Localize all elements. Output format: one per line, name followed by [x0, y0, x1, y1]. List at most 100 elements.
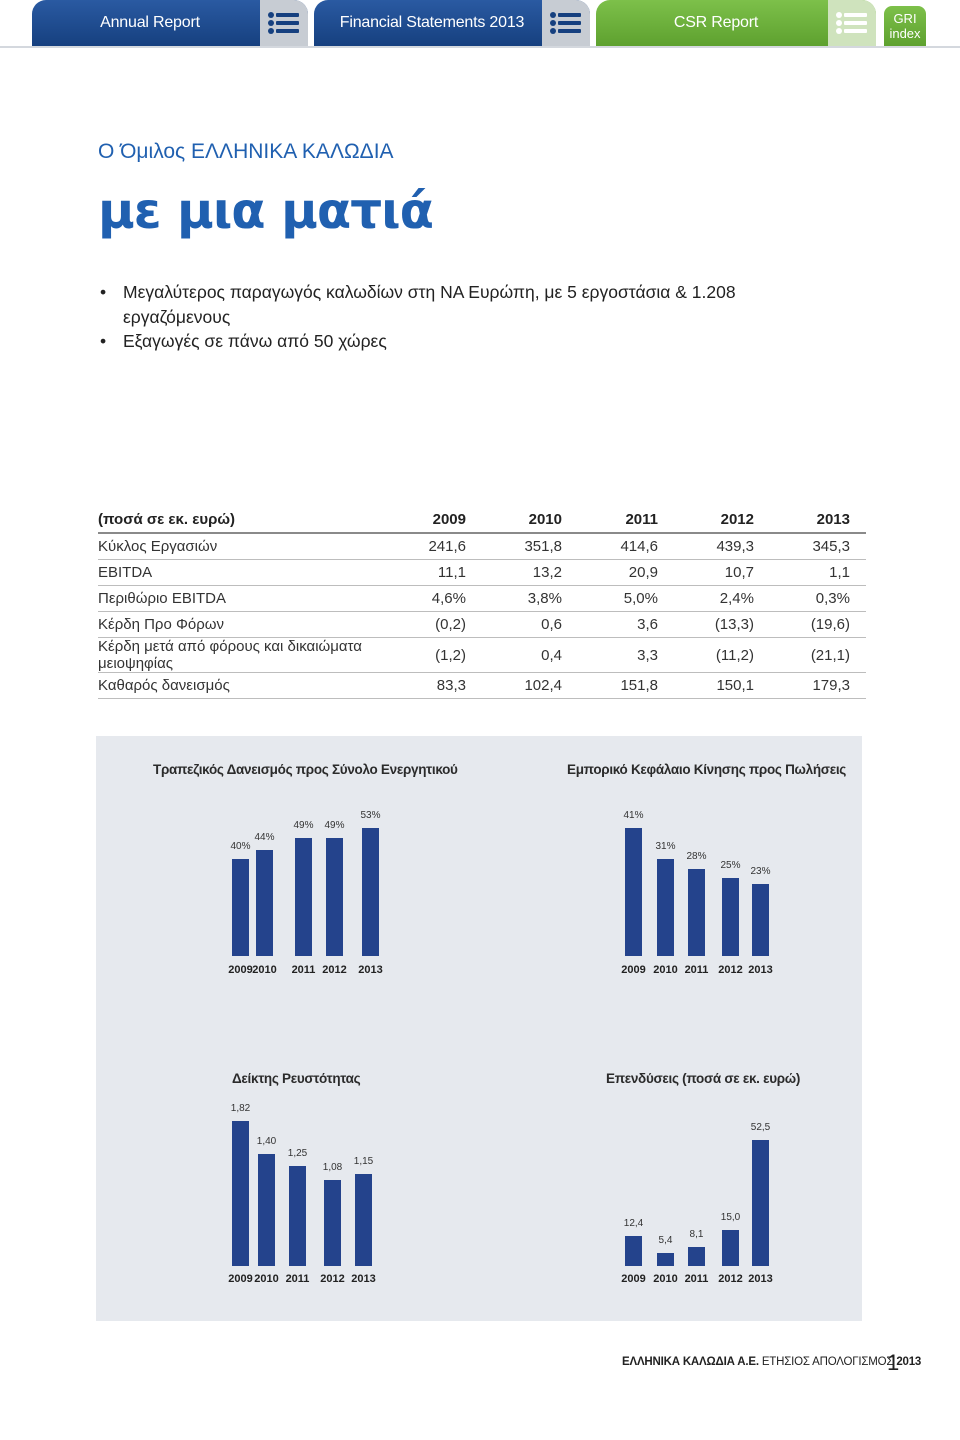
chart-title-bank-debt: Τραπεζικός Δανεισμός προς Σύνολο Ενεργητ…	[153, 762, 458, 777]
bar	[232, 859, 249, 956]
table-header-cell: 2012	[674, 507, 770, 534]
bar	[324, 1180, 341, 1266]
bar-value-label: 1,40	[256, 1136, 277, 1147]
table-cell: 2,4%	[674, 585, 770, 612]
bar-value-label: 44%	[254, 832, 275, 843]
bar-value-label: 52,5	[750, 1122, 771, 1133]
bar	[258, 1154, 275, 1266]
table-cell: 345,3	[770, 533, 866, 560]
year-tick-label: 2010	[252, 964, 277, 976]
group-subtitle: Ο Όμιλος ΕΛΛΗΝΙΚΑ ΚΑΛΩΔΙΑ	[98, 140, 394, 163]
table-row: Κέρδη μετά από φόρους και δικαιώματα μει…	[98, 637, 866, 673]
bar	[688, 869, 705, 956]
year-tick-label: 2011	[291, 964, 316, 976]
table-cell: Κέρδη Προ Φόρων	[98, 611, 386, 638]
gri-index-label: index	[889, 26, 921, 41]
bar-value-label: 53%	[360, 810, 381, 821]
bar-value-label: 1,08	[322, 1162, 343, 1173]
year-tick-label: 2009	[228, 1273, 253, 1285]
table-cell: 3,3	[578, 637, 674, 673]
table-cell: 351,8	[482, 533, 578, 560]
table-header-cell: (ποσά σε εκ. ευρώ)	[98, 507, 386, 534]
table-header-cell: 2009	[386, 507, 482, 534]
charts-panel: Τραπεζικός Δανεισμός προς Σύνολο Ενεργητ…	[96, 736, 862, 1321]
year-tick-label: 2013	[351, 1273, 376, 1285]
nav-base-line	[0, 46, 960, 48]
table-cell: 20,9	[578, 559, 674, 586]
bar	[657, 1253, 674, 1266]
table-header-cell: 2011	[578, 507, 674, 534]
year-tick-label: 2011	[285, 1273, 310, 1285]
list-menu-icon[interactable]	[542, 0, 590, 46]
table-cell: (13,3)	[674, 611, 770, 638]
year-tick-label: 2009	[621, 1273, 646, 1285]
tab-annual-report[interactable]: Annual Report	[32, 0, 308, 46]
table-cell: EBITDA	[98, 559, 386, 586]
table-row: Κέρδη Προ Φόρων (0,2) 0,6 3,6 (13,3) (19…	[98, 611, 866, 638]
year-tick-label: 2011	[684, 964, 709, 976]
table-cell: 241,6	[386, 533, 482, 560]
bar	[256, 850, 273, 956]
tab-financial-statements[interactable]: Financial Statements 2013	[314, 0, 590, 46]
bar-value-label: 40%	[230, 841, 251, 852]
table-header-cell: 2013	[770, 507, 866, 534]
table-cell: Κέρδη μετά από φόρους και δικαιώματα μει…	[98, 637, 386, 673]
bar	[625, 1236, 642, 1266]
year-tick-label: 2011	[684, 1273, 709, 1285]
table-header-cell: 2010	[482, 507, 578, 534]
table-cell: 10,7	[674, 559, 770, 586]
footer-text: ΕΛΛΗΝΙΚΑ ΚΑΛΩΔΙΑ Α.Ε. ΕΤΗΣΙΟΣ ΑΠΟΛΟΓΙΣΜΟ…	[622, 1356, 921, 1368]
tab-csr-report[interactable]: CSR Report	[596, 0, 876, 46]
tab-financial-statements-label: Financial Statements 2013	[339, 14, 525, 31]
footer-report: ΕΤΗΣΙΟΣ ΑΠΟΛΟΓΙΣΜΟΣ	[761, 1356, 894, 1368]
bar	[232, 1121, 249, 1266]
bar	[289, 1166, 306, 1266]
bar	[688, 1247, 705, 1266]
table-cell: (0,2)	[386, 611, 482, 638]
table-cell: 11,1	[386, 559, 482, 586]
year-tick-label: 2012	[322, 964, 347, 976]
table-cell: 83,3	[386, 672, 482, 699]
chart-title-working-capital: Εμπορικό Κεφάλαιο Κίνησης προς Πωλήσεις	[567, 762, 846, 777]
table-cell: 0,6	[482, 611, 578, 638]
year-tick-label: 2010	[653, 964, 678, 976]
table-cell: 13,2	[482, 559, 578, 586]
year-tick-label: 2010	[254, 1273, 279, 1285]
table-row: Κύκλος Εργασιών 241,6 351,8 414,6 439,3 …	[98, 533, 866, 560]
bar	[722, 1230, 739, 1266]
bar	[355, 1174, 372, 1266]
bar-value-label: 12,4	[623, 1218, 644, 1229]
bar-value-label: 25%	[720, 860, 741, 871]
table-row: EBITDA 11,1 13,2 20,9 10,7 1,1	[98, 559, 866, 586]
year-tick-label: 2009	[228, 964, 253, 976]
list-menu-icon[interactable]	[260, 0, 308, 46]
table-cell: 179,3	[770, 672, 866, 699]
tab-csr-report-label: CSR Report	[673, 14, 759, 31]
bar-value-label: 41%	[623, 810, 644, 821]
bar	[295, 838, 312, 956]
gri-index-button[interactable]: GRI index	[884, 6, 926, 46]
chart-title-investments: Επενδύσεις (ποσά σε εκ. ευρώ)	[606, 1071, 801, 1086]
table-cell: 102,4	[482, 672, 578, 699]
bar-value-label: 15,0	[720, 1212, 741, 1223]
table-cell: 4,6%	[386, 585, 482, 612]
bar	[657, 859, 674, 956]
table-cell: (19,6)	[770, 611, 866, 638]
year-tick-label: 2013	[748, 1273, 773, 1285]
gri-label: GRI	[893, 11, 917, 26]
table-cell: 0,3%	[770, 585, 866, 612]
table-cell: Καθαρός δανεισμός	[98, 672, 386, 699]
table-cell: Περιθώριο EBITDA	[98, 585, 386, 612]
bar-value-label: 49%	[324, 820, 345, 831]
chart-title-liquidity: Δείκτης Ρευστότητας	[232, 1071, 361, 1086]
bar	[722, 878, 739, 956]
footer-company: ΕΛΛΗΝΙΚΑ ΚΑΛΩΔΙΑ Α.Ε.	[622, 1356, 759, 1368]
list-menu-icon[interactable]	[828, 0, 876, 46]
table-cell: 0,4	[482, 637, 578, 673]
bar	[752, 884, 769, 956]
table-cell: 5,0%	[578, 585, 674, 612]
bar-value-label: 8,1	[689, 1229, 704, 1240]
table-row: Καθαρός δανεισμός 83,3 102,4 151,8 150,1…	[98, 672, 866, 699]
table-cell: (11,2)	[674, 637, 770, 673]
bar-value-label: 5,4	[658, 1235, 673, 1246]
